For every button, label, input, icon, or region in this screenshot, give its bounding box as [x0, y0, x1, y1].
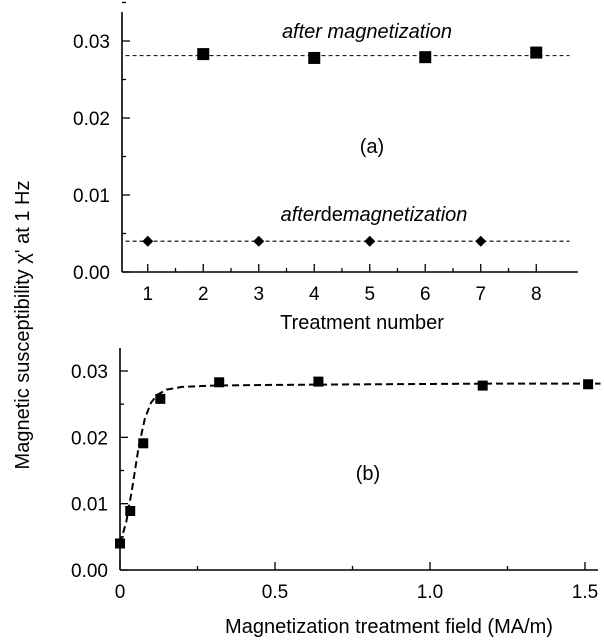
field-point — [115, 538, 125, 549]
panel-a-markers — [142, 46, 543, 247]
panel-a-x-tick-label: 1 — [142, 284, 153, 305]
panel-a-x-tick-label: 3 — [253, 284, 264, 305]
field-point — [583, 379, 594, 390]
panel-a-x-tick-label: 2 — [198, 284, 209, 305]
panel-a-x-tick-label: 5 — [364, 284, 375, 305]
field-point — [138, 438, 149, 449]
demagnetized-point — [142, 235, 154, 247]
panel-a-x-axis-label: Treatment number — [280, 312, 444, 334]
panel-a-y-tick-label: 0.02 — [73, 109, 110, 130]
panel-a-x-tick-label: 6 — [420, 284, 431, 305]
field-point — [477, 380, 488, 391]
panel-b-ticks: 0.00 0.01 0.02 0.03 0 0.5 1.0 1.5 — [71, 362, 598, 603]
panel-b: 0.00 0.01 0.02 0.03 0 0.5 1.0 1.5 (b) Magnetiza… — [71, 348, 601, 638]
panel-a-x-tick-label: 4 — [309, 284, 320, 305]
demagnetized-point — [475, 235, 487, 247]
field-point — [155, 393, 166, 404]
panel-a-y-tick-label: 0.01 — [73, 186, 110, 207]
demagnetized-point — [253, 235, 265, 247]
panel-b-x-axis-label: Magnetization treatment field (MA/m) — [225, 616, 553, 638]
field-point — [313, 376, 324, 387]
panel-a-y-tick-label: 0.03 — [73, 32, 110, 53]
magnetized-point — [530, 46, 543, 59]
panel-b-markers — [115, 376, 594, 549]
panel-a-x-tick-label: 7 — [475, 284, 486, 305]
panel-a-y-tick-label: 0.00 — [73, 263, 110, 284]
panel-a-x-tick-label: 8 — [531, 284, 542, 305]
demagnetized-point — [364, 235, 376, 247]
panel-b-x-tick-label: 1.0 — [417, 582, 443, 603]
panel-b-fit-curve — [119, 382, 601, 544]
panel-b-y-tick-label: 0.00 — [71, 561, 108, 582]
panel-a-label: (a) — [360, 136, 384, 158]
field-point — [214, 377, 225, 388]
annotation-de-prefix: de — [321, 204, 343, 226]
shared-y-axis-label: Magnetic susceptibility χ' at 1 Hz — [12, 181, 34, 470]
panel-b-y-tick-label: 0.03 — [71, 362, 108, 383]
magnetized-point — [308, 51, 321, 64]
panel-a: 0.00 0.01 0.02 0.03 1 2 3 4 5 6 7 8 (a) after magne… — [73, 1, 578, 334]
panel-b-x-tick-label: 1.5 — [572, 582, 598, 603]
panel-a-ticks: 0.00 0.01 0.02 0.03 1 2 3 4 5 6 7 8 — [73, 1, 542, 305]
annotation-after-word: after — [281, 204, 322, 226]
magnetized-point — [419, 51, 432, 64]
field-point — [125, 505, 136, 516]
panel-b-x-tick-label: 0 — [115, 582, 126, 603]
annotation-magnetization-word: magnetization — [343, 204, 468, 226]
magnetized-point — [197, 48, 210, 61]
panel-b-y-tick-label: 0.02 — [71, 428, 108, 449]
annotation-after-demagnetization: afterdemagnetization — [281, 204, 468, 226]
annotation-after-magnetization: after magnetization — [282, 21, 452, 43]
panel-b-x-tick-label: 0.5 — [262, 582, 288, 603]
panel-b-label: (b) — [356, 463, 380, 485]
panel-b-y-tick-label: 0.01 — [71, 495, 108, 516]
